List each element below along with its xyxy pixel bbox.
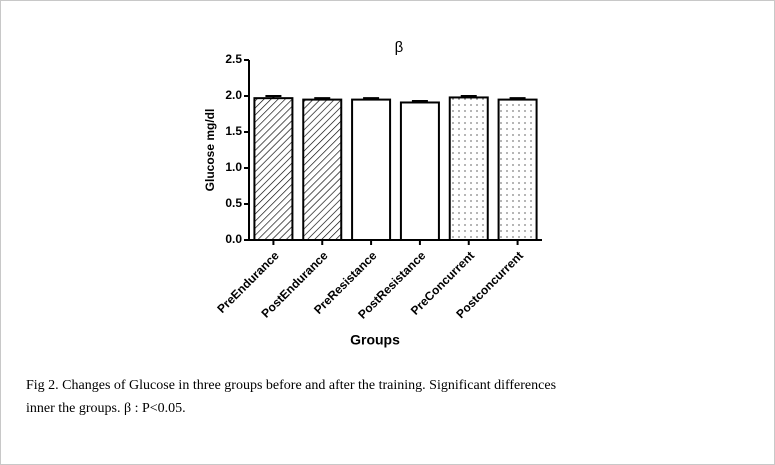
y-tick-label: 2.5	[225, 52, 242, 66]
y-tick-label: 0.0	[225, 232, 242, 246]
bar	[399, 101, 440, 242]
y-tick-label: 1.0	[225, 160, 242, 174]
bar	[302, 98, 343, 241]
y-axis-label: Glucose mg/dl	[203, 109, 217, 192]
bar	[497, 98, 538, 241]
bar	[253, 97, 294, 241]
caption: Fig 2. Changes of Glucose in three group…	[26, 378, 557, 393]
bar	[351, 98, 392, 241]
y-tick-label: 2.0	[225, 88, 242, 102]
y-tick-label: 1.5	[225, 124, 242, 138]
chart: β Glucose mg/dl Groups 0.0 0.5 1.0 1.5 2.0 2.…	[203, 39, 542, 348]
y-tick-label: 0.5	[225, 196, 242, 210]
caption: inner the groups. β : P<0.05.	[26, 401, 186, 416]
annotation: β	[395, 39, 404, 56]
bar	[448, 96, 489, 241]
x-axis-label: Groups	[350, 332, 400, 348]
